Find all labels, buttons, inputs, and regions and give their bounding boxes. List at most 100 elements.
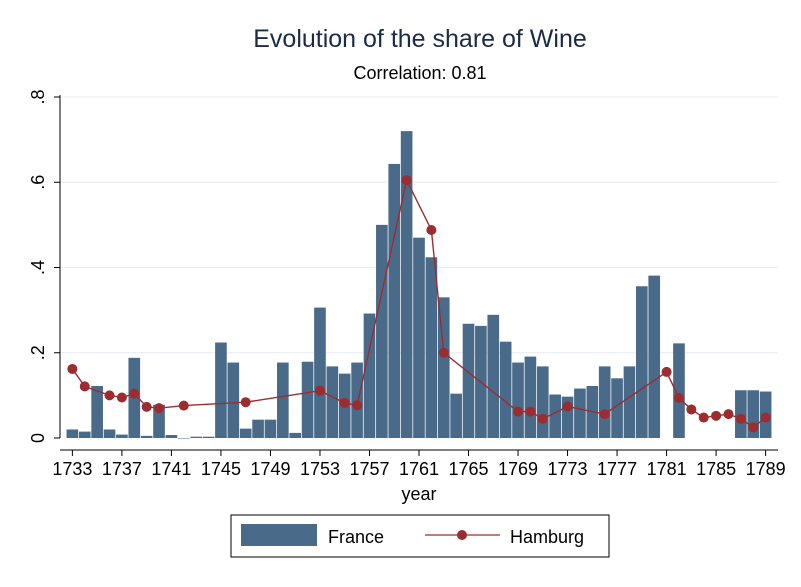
hamburg-point (661, 366, 672, 377)
legend-label-hamburg: Hamburg (510, 527, 584, 547)
bar-france (623, 366, 636, 438)
hamburg-point (735, 413, 746, 424)
bar-france (140, 435, 153, 438)
x-tick-label: 1733 (52, 459, 92, 479)
y-tick-label: 0 (28, 433, 48, 443)
hamburg-point (599, 409, 610, 420)
hamburg-point (178, 400, 189, 411)
hamburg-point (426, 224, 437, 235)
hamburg-point (129, 388, 140, 399)
bar-france (239, 428, 252, 438)
bars-layer (66, 131, 772, 439)
hamburg-point (314, 385, 325, 396)
bar-france (103, 429, 116, 438)
bar-france (314, 307, 326, 438)
bar-france (190, 436, 202, 438)
bar-france (400, 131, 413, 438)
x-tick-label: 1761 (399, 459, 439, 479)
bar-france (536, 366, 549, 438)
bar-france (202, 436, 215, 438)
chart-title: Evolution of the share of Wine (253, 25, 587, 53)
hamburg-point (748, 422, 759, 433)
bar-france (487, 314, 500, 438)
chart-subtitle: Correlation: 0.81 (353, 63, 486, 83)
hamburg-point (562, 401, 573, 412)
bar-france (524, 356, 537, 438)
bar-france (91, 385, 103, 438)
axes-layer: 0 .2 .4 .6 .8 1733 1737 1741 1745 1749 1753 1757 176… (28, 89, 786, 479)
hamburg-point (67, 363, 78, 374)
bar-france (499, 341, 512, 438)
legend-label-france: France (328, 527, 384, 547)
y-tick-label: .2 (28, 345, 48, 360)
bar-france (598, 366, 611, 438)
y-tick-label: .4 (28, 260, 48, 275)
bar-france (116, 434, 128, 438)
hamburg-point (352, 400, 363, 411)
bar-france (227, 362, 240, 438)
bar-france (252, 419, 264, 438)
hamburg-point (401, 175, 412, 186)
bar-france (413, 237, 425, 438)
x-tick-label: 1745 (201, 459, 241, 479)
x-tick-label: 1749 (250, 459, 290, 479)
bar-france (561, 396, 574, 438)
bar-france (289, 432, 302, 438)
hamburg-point (438, 347, 449, 358)
x-tick-label: 1773 (548, 459, 588, 479)
x-tick-label: 1769 (498, 459, 538, 479)
line-layer (67, 175, 771, 433)
bar-france (215, 342, 227, 438)
hamburg-point (525, 406, 536, 417)
hamburg-point (339, 398, 350, 409)
x-tick-label: 1789 (746, 459, 786, 479)
bar-france (264, 419, 277, 438)
bar-france (177, 438, 190, 439)
x-tick-label: 1777 (597, 459, 637, 479)
hamburg-point (760, 412, 771, 423)
hamburg-point (537, 413, 548, 424)
x-tick-label: 1757 (349, 459, 389, 479)
x-tick-label: 1737 (102, 459, 142, 479)
bar-france (363, 313, 376, 438)
bar-france (636, 286, 648, 438)
bar-france (153, 404, 165, 438)
hamburg-point (723, 409, 734, 420)
bar-france (376, 224, 388, 438)
hamburg-point (116, 392, 127, 403)
bar-france (66, 429, 79, 438)
x-tick-label: 1785 (696, 459, 736, 479)
hamburg-point (154, 403, 165, 414)
x-axis-label: year (401, 484, 436, 504)
hamburg-point (141, 401, 152, 412)
hamburg-point (711, 410, 722, 421)
hamburg-point (513, 406, 524, 417)
bar-france (611, 378, 623, 438)
y-tick-label: .8 (28, 89, 48, 104)
x-tick-label: 1741 (151, 459, 191, 479)
hamburg-point (673, 392, 684, 403)
hamburg-point (240, 397, 251, 408)
x-tick-label: 1753 (300, 459, 340, 479)
legend-marker-hamburg (457, 530, 467, 540)
bar-france (301, 361, 314, 438)
legend: France Hamburg (230, 514, 610, 558)
bar-france (549, 394, 561, 438)
bar-france (437, 297, 450, 438)
hamburg-point (104, 390, 115, 401)
hamburg-point (686, 404, 697, 415)
bar-france (462, 323, 475, 438)
bar-france (165, 435, 178, 438)
bar-france (747, 390, 760, 438)
bar-france (388, 163, 401, 438)
legend-swatch-france (241, 524, 317, 546)
hamburg-point (698, 412, 709, 423)
bar-france (512, 362, 524, 438)
bar-france (450, 393, 462, 438)
y-tick-label: .6 (28, 175, 48, 190)
bar-france (673, 343, 685, 438)
hamburg-point (79, 381, 90, 392)
bar-france (425, 257, 438, 438)
